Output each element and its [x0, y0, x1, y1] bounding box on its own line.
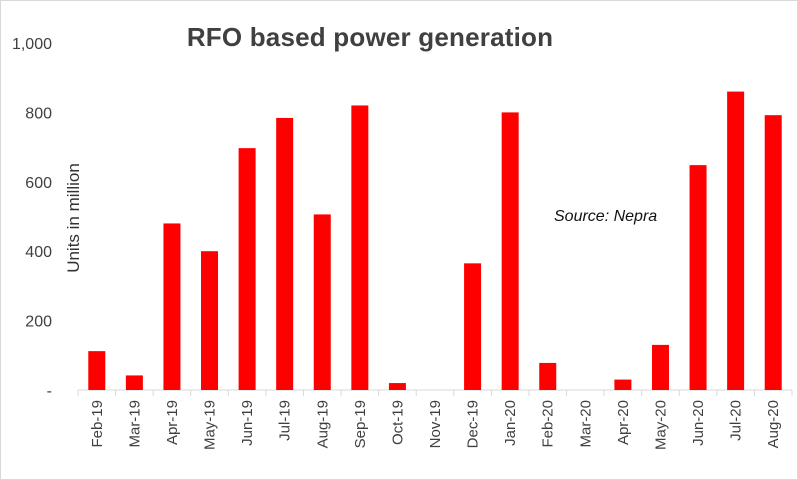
x-tick-label: Feb-19: [89, 400, 106, 448]
bars: [88, 91, 782, 391]
bar-mar-19: [125, 375, 143, 390]
x-tick-label: Jun-19: [239, 400, 256, 446]
bar-feb-19: [88, 351, 106, 390]
y-tick-label: 1,000: [12, 36, 52, 53]
x-tick-label: Jan-20: [502, 400, 519, 446]
x-tick-label: Apr-20: [615, 400, 632, 445]
x-tick-label: Jul-19: [277, 400, 294, 441]
x-tick-label: Oct-19: [389, 400, 406, 445]
y-tick-label: 400: [25, 244, 52, 261]
bar-jan-20: [501, 112, 519, 391]
bar-jun-19: [238, 148, 256, 390]
bar-sep-19: [351, 105, 369, 391]
y-tick-label: 200: [25, 314, 52, 331]
y-tick-label: -: [47, 383, 52, 400]
x-tick-label: Apr-19: [164, 400, 181, 445]
bar-may-20: [651, 344, 669, 390]
x-tick-label: Jul-20: [728, 400, 745, 441]
x-tick-label: Feb-20: [540, 400, 557, 448]
chart-title: RFO based power generation: [186, 22, 554, 52]
bar-apr-19: [163, 223, 181, 390]
x-tick-label: Mar-19: [126, 400, 143, 448]
bar-jul-20: [727, 91, 745, 390]
y-tick-labels: - 200 400 600 800 1,000: [12, 36, 52, 400]
y-tick-label: 600: [25, 175, 52, 192]
x-tick-marks: [77, 390, 793, 396]
bar-feb-20: [539, 362, 557, 390]
bar-aug-20: [764, 115, 782, 391]
x-tick-labels: Feb-19 Mar-19 Apr-19 May-19 Jun-19 Jul-19 Aug-…: [89, 400, 782, 450]
x-tick-label: May-19: [202, 400, 219, 450]
x-tick-label: Sep-19: [352, 400, 369, 448]
x-tick-label: Aug-20: [765, 400, 782, 448]
x-tick-label: Jun-20: [690, 400, 707, 446]
x-tick-label: Nov-19: [427, 400, 444, 448]
y-tick-label: 800: [25, 105, 52, 122]
x-tick-label: Mar-20: [577, 400, 594, 448]
source-annotation: Source: Nepra: [554, 208, 658, 225]
bar-may-19: [201, 251, 219, 390]
x-tick-label: Aug-19: [314, 400, 331, 448]
bar-oct-19: [388, 383, 406, 390]
bar-jul-19: [276, 117, 294, 391]
x-tick-label: Dec-19: [465, 400, 482, 448]
bar-apr-20: [614, 379, 632, 390]
x-tick-label: May-20: [652, 400, 669, 450]
bar-dec-19: [464, 263, 482, 390]
bar-aug-19: [313, 214, 331, 390]
bar-jun-20: [689, 165, 707, 390]
